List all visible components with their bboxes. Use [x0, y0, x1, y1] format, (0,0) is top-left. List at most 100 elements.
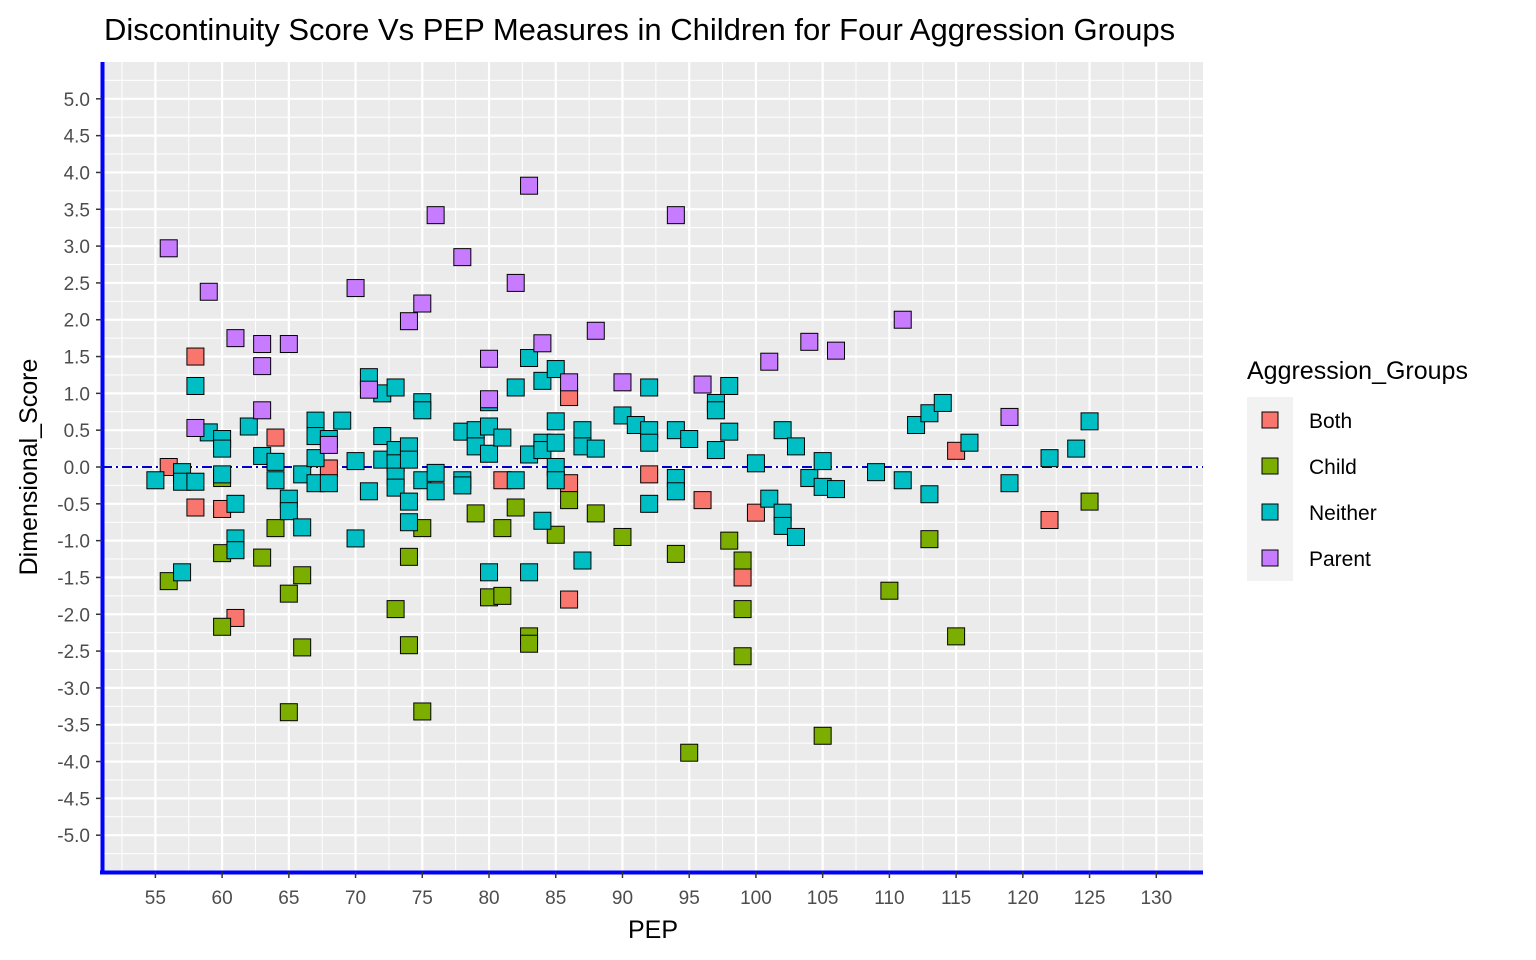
data-point-parent — [760, 352, 779, 371]
data-point-neither — [920, 404, 939, 423]
data-point-parent — [426, 206, 445, 225]
data-point-parent — [560, 373, 579, 392]
data-point-neither — [533, 511, 552, 530]
legend-entries: Both Child Neither Parent — [1261, 410, 1377, 571]
y-tick-label: 2.5 — [64, 274, 90, 295]
y-tick-label: -2.5 — [57, 642, 90, 663]
data-point-parent — [399, 312, 418, 331]
y-tick-label: 3.5 — [64, 200, 90, 221]
data-point-child — [733, 647, 752, 666]
x-tick-label: 85 — [545, 888, 566, 909]
data-point-parent — [506, 273, 525, 292]
data-point-neither — [399, 513, 418, 532]
data-point-neither — [480, 417, 499, 436]
x-tick-label: 60 — [212, 888, 233, 909]
data-point-child — [546, 525, 565, 544]
y-tick-label: -4.5 — [57, 789, 90, 810]
data-point-child — [920, 530, 939, 549]
x-tick-label: 80 — [478, 888, 499, 909]
data-point-neither — [359, 482, 378, 501]
data-point-neither — [226, 541, 245, 560]
data-point-neither — [506, 378, 525, 397]
y-tick-label: -3.5 — [57, 716, 90, 737]
data-point-child — [279, 584, 298, 603]
data-point-parent — [453, 248, 472, 267]
data-point-neither — [546, 471, 565, 490]
legend-label-parent: Parent — [1309, 548, 1371, 571]
chart-title: Discontinuity Score Vs PEP Measures in C… — [104, 12, 1175, 47]
data-point-parent — [480, 390, 499, 409]
data-point-parent — [666, 206, 685, 225]
data-point-neither — [520, 563, 539, 582]
data-point-child — [813, 726, 832, 745]
data-point-parent — [319, 435, 338, 454]
data-point-parent — [693, 375, 712, 394]
legend-label-neither: Neither — [1309, 502, 1377, 525]
data-point-child — [253, 548, 272, 567]
data-point-parent — [480, 349, 499, 368]
data-point-neither — [746, 454, 765, 473]
data-point-neither — [706, 441, 725, 460]
y-tick-label: -2.0 — [57, 605, 90, 626]
data-point-child — [386, 600, 405, 619]
data-point-both — [186, 347, 205, 366]
data-point-parent — [253, 401, 272, 420]
y-tick-label: 1.0 — [64, 384, 90, 405]
x-tick-label: 120 — [1007, 888, 1039, 909]
data-point-neither — [386, 378, 405, 397]
data-point-neither — [266, 471, 285, 490]
x-tick-label: 115 — [941, 888, 971, 909]
data-point-neither — [573, 421, 592, 440]
x-tick-label: 55 — [145, 888, 166, 909]
data-point-both — [746, 503, 765, 522]
legend-key-neither — [1261, 503, 1279, 521]
data-point-neither — [640, 494, 659, 513]
data-point-neither — [399, 492, 418, 511]
data-point-child — [213, 617, 232, 636]
y-tick-label: -4.0 — [57, 753, 90, 774]
data-point-both — [560, 590, 579, 609]
data-point-parent — [1000, 407, 1019, 426]
data-point-neither — [786, 527, 805, 546]
y-axis-title: Dimensional_Score — [15, 359, 43, 576]
data-point-neither — [586, 439, 605, 458]
y-tick-label: -1.0 — [57, 532, 90, 553]
legend-key-child — [1261, 457, 1279, 475]
data-point-child — [279, 703, 298, 722]
data-point-parent — [586, 321, 605, 340]
data-point-neither — [640, 378, 659, 397]
data-point-child — [520, 634, 539, 653]
data-point-neither — [373, 427, 392, 446]
legend: Aggression_Groups Both Child Neither Parent — [1247, 357, 1468, 581]
data-point-neither — [266, 452, 285, 471]
x-tick-label: 125 — [1074, 888, 1106, 909]
data-point-neither — [773, 421, 792, 440]
data-point-neither — [533, 371, 552, 390]
data-point-parent — [800, 332, 819, 351]
data-point-neither — [760, 489, 779, 508]
data-point-child — [399, 636, 418, 655]
data-point-neither — [186, 472, 205, 491]
data-point-neither — [827, 480, 845, 499]
data-point-neither — [1040, 449, 1059, 468]
data-point-neither — [706, 401, 725, 420]
x-tick-label: 100 — [740, 888, 772, 909]
data-point-child — [1080, 492, 1099, 511]
data-point-parent — [413, 294, 432, 313]
y-tick-label: 0.5 — [64, 421, 90, 442]
data-point-neither — [1067, 439, 1086, 458]
data-point-child — [680, 743, 699, 762]
legend-title: Aggression_Groups — [1247, 357, 1468, 385]
data-point-neither — [306, 449, 325, 468]
data-point-child — [293, 638, 312, 657]
data-point-parent — [613, 373, 632, 392]
data-point-parent — [253, 357, 272, 376]
data-point-neither — [520, 349, 539, 368]
data-point-neither — [666, 482, 685, 501]
y-tick-label: -1.5 — [57, 568, 90, 589]
x-tick-label: 130 — [1140, 888, 1172, 909]
y-tick-label: 4.0 — [64, 163, 90, 184]
data-point-neither — [773, 516, 792, 535]
data-point-neither — [960, 433, 979, 452]
